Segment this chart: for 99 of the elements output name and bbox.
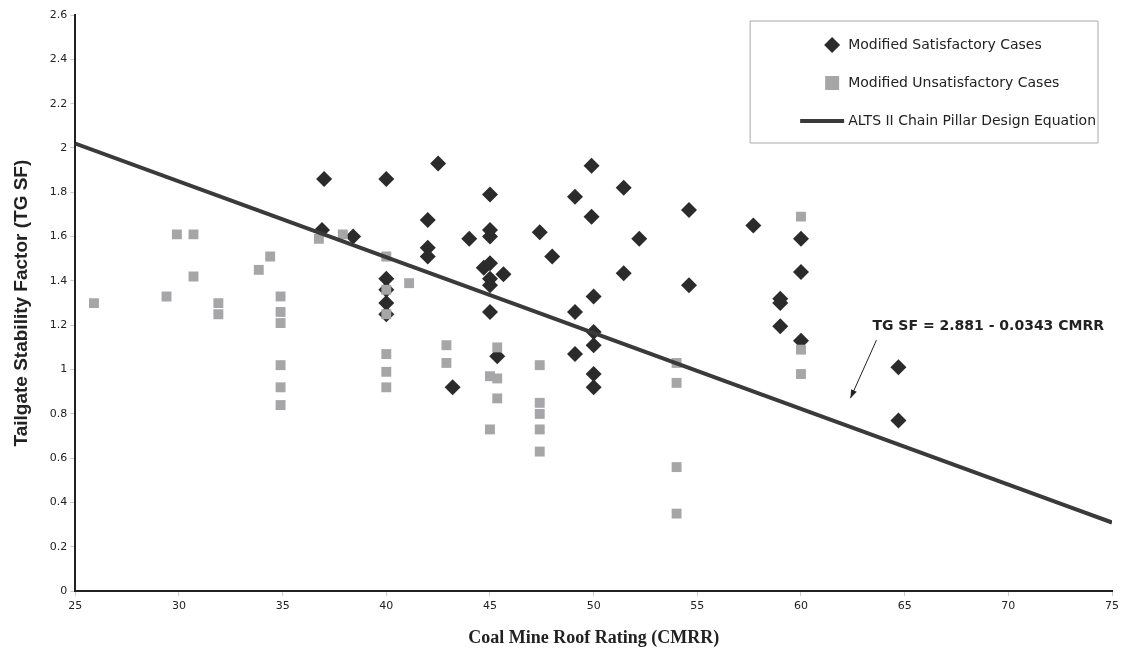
point (461, 230, 478, 247)
point (615, 179, 632, 196)
point (313, 233, 324, 244)
y-tick-label: 2 (60, 140, 68, 154)
point (337, 229, 348, 240)
point (671, 377, 682, 388)
point (381, 382, 392, 393)
x-tick-label: 75 (1105, 598, 1119, 612)
point (796, 369, 806, 379)
point (585, 366, 602, 383)
y-tick-label: 2.6 (49, 7, 68, 21)
point (566, 188, 583, 205)
point (534, 360, 545, 371)
point (275, 307, 286, 317)
y-tick-label: 2.4 (49, 52, 68, 66)
point (275, 382, 286, 393)
x-tick-label: 45 (482, 598, 497, 612)
x-tick-label: 25 (68, 598, 83, 612)
legend-label: ALTS II Chain Pillar Design Equation (848, 111, 1097, 128)
x-axis-title: Coal Mine Roof Rating (CMRR) (468, 626, 720, 648)
point (275, 318, 286, 328)
point (441, 357, 452, 368)
x-tick-label: 55 (690, 598, 705, 612)
x-tick-label: 30 (171, 598, 186, 612)
point (492, 393, 503, 404)
x-tick-label: 60 (793, 598, 808, 612)
point (378, 171, 395, 187)
point (188, 229, 199, 240)
point (481, 186, 498, 203)
y-tick-label: 1.2 (49, 318, 68, 332)
point (485, 424, 495, 435)
point (265, 251, 276, 262)
point (796, 211, 806, 222)
point (275, 360, 286, 371)
legend-label: Modified Satisfactory Cases (848, 35, 1042, 52)
point (492, 342, 503, 353)
y-tick-label: 0.6 (49, 451, 68, 465)
y-tick-label: 2.2 (49, 96, 68, 110)
point (566, 303, 583, 320)
y-tick-label: 1.6 (49, 229, 68, 243)
legend-label: Modified Unsatisfactory Cases (848, 73, 1060, 90)
point (585, 379, 602, 396)
point (534, 424, 545, 435)
y-tick-label: 0.4 (49, 495, 68, 509)
y-tick-label: 1 (60, 362, 68, 376)
point (890, 412, 907, 429)
x-tick-label: 70 (1001, 598, 1016, 612)
point (492, 373, 503, 384)
point (253, 264, 264, 275)
point (381, 349, 392, 360)
point (378, 270, 395, 287)
x-tick-label: 40 (379, 598, 394, 612)
x-tick-label: 35 (275, 598, 290, 612)
point (534, 408, 545, 419)
point (441, 340, 452, 351)
point (444, 379, 461, 396)
point (213, 298, 224, 309)
point (745, 217, 762, 234)
point (213, 309, 224, 320)
point (681, 202, 698, 219)
point (671, 462, 682, 473)
point (681, 277, 698, 294)
point (583, 157, 600, 174)
y-tick-label: 0 (60, 584, 68, 598)
point (316, 171, 333, 187)
y-axis-title: Tailgate Stability Factor (TG SF) (9, 159, 31, 447)
x-tick-label: 50 (586, 598, 601, 612)
point (792, 230, 809, 247)
point (585, 288, 602, 305)
y-tick-label: 1.4 (49, 273, 68, 287)
point (671, 508, 682, 519)
point (430, 155, 447, 172)
point (381, 366, 392, 377)
point (419, 211, 436, 228)
point (481, 303, 498, 320)
point (585, 337, 602, 354)
point (534, 397, 545, 408)
point (544, 248, 561, 265)
point (275, 291, 286, 302)
point (534, 446, 545, 457)
annotation: TG SF = 2.881 - 0.0343 CMRR (872, 316, 1105, 333)
point (796, 344, 806, 355)
point (531, 224, 548, 241)
point (566, 346, 583, 363)
point (583, 208, 600, 225)
point (171, 229, 182, 240)
point (89, 298, 99, 309)
point (631, 230, 648, 247)
point (404, 278, 415, 289)
point (792, 264, 809, 281)
x-tick-label: 65 (897, 598, 912, 612)
y-tick-label: 0.2 (49, 539, 68, 553)
point (275, 400, 286, 410)
point (890, 359, 907, 376)
point (495, 266, 512, 283)
point (772, 318, 789, 335)
y-tick-label: 0.8 (49, 406, 68, 420)
y-tick-label: 1.8 (49, 185, 68, 199)
point (615, 265, 632, 282)
